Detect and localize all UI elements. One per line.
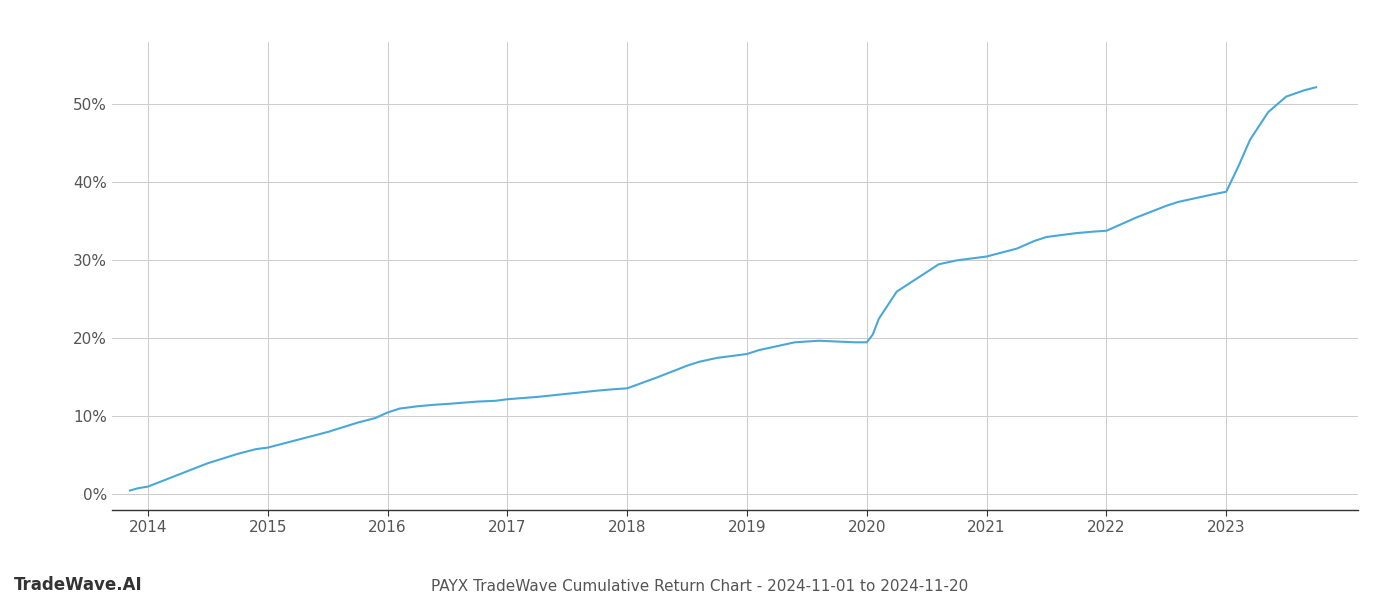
Text: PAYX TradeWave Cumulative Return Chart - 2024-11-01 to 2024-11-20: PAYX TradeWave Cumulative Return Chart -… (431, 579, 969, 594)
Text: TradeWave.AI: TradeWave.AI (14, 576, 143, 594)
